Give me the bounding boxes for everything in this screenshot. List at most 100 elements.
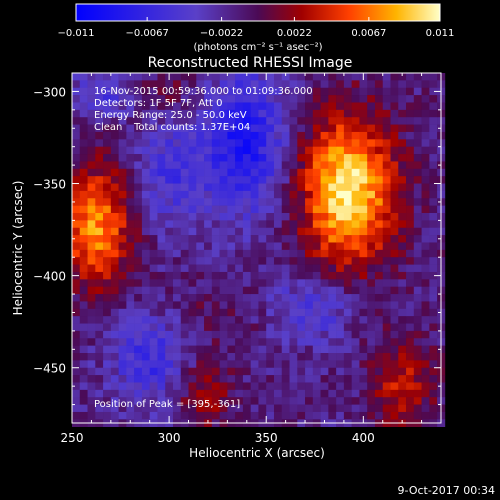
heatmap-cell [320, 183, 329, 192]
heatmap-cell [281, 264, 290, 273]
heatmap-cell [351, 161, 360, 170]
heatmap-cell [110, 73, 119, 81]
heatmap-cell [204, 161, 213, 170]
heatmap-cell [297, 176, 306, 184]
heatmap-cell [281, 323, 290, 332]
heatmap-cell [149, 124, 158, 133]
heatmap-cell [227, 109, 236, 118]
heatmap-cell [180, 338, 189, 346]
heatmap-cell [273, 286, 283, 295]
heatmap-cell [118, 205, 127, 214]
heatmap-cell [180, 345, 189, 354]
heatmap-cell [336, 131, 345, 140]
heatmap-cell [141, 353, 150, 361]
heatmap-cell [305, 168, 314, 177]
colorbar [75, 3, 441, 22]
heatmap-cell [141, 227, 150, 236]
heatmap-cell [87, 375, 96, 383]
heatmap-cell [343, 367, 352, 376]
heatmap-cell [110, 154, 119, 162]
heatmap-cell [273, 323, 283, 332]
heatmap-cell [367, 353, 376, 361]
heatmap-cell [219, 73, 228, 81]
heatmap-cell [242, 271, 251, 280]
heatmap-cell [398, 345, 407, 354]
heatmap-cell [273, 301, 283, 310]
heatmap-cell [421, 161, 430, 170]
heatmap-cell [196, 227, 205, 236]
heatmap-cell [413, 235, 422, 243]
heatmap-cell [103, 154, 112, 162]
heatmap-cell [79, 271, 88, 280]
heatmap-cell [211, 235, 220, 243]
heatmap-cell [312, 411, 321, 420]
heatmap-cell [359, 161, 368, 170]
heatmap-cell [328, 353, 337, 361]
heatmap-cell [219, 316, 228, 324]
heatmap-cell [328, 146, 337, 155]
heatmap-cell [211, 183, 220, 192]
heatmap-cell [118, 308, 127, 317]
heatmap-cell [118, 161, 127, 170]
heatmap-cell [118, 360, 127, 369]
heatmap-cell [382, 227, 391, 236]
heatmap-cell [157, 308, 166, 317]
heatmap-cell [367, 345, 376, 354]
heatmap-cell [103, 176, 112, 184]
heatmap-cell [336, 367, 345, 376]
heatmap-cell [273, 353, 283, 361]
heatmap-cell [297, 131, 306, 140]
heatmap-cell [79, 139, 88, 147]
heatmap-cell [110, 279, 119, 287]
heatmap-cell [320, 353, 329, 361]
heatmap-cell [297, 271, 306, 280]
heatmap-cell [281, 353, 290, 361]
heatmap-cell [72, 397, 81, 405]
heatmap-cell [359, 294, 368, 302]
heatmap-cell [242, 124, 251, 133]
heatmap-cell [413, 345, 422, 354]
heatmap-cell [250, 95, 259, 103]
heatmap-cell [374, 183, 384, 192]
heatmap-cell [95, 316, 104, 324]
heatmap-cell [95, 323, 104, 332]
heatmap-cell [320, 161, 329, 170]
heatmap-cell [157, 257, 166, 265]
heatmap-cell [382, 308, 391, 317]
heatmap-cell [87, 286, 96, 295]
heatmap-cell [219, 161, 228, 170]
heatmap-cell [266, 198, 275, 206]
heatmap-cell [250, 404, 259, 413]
heatmap-cell [367, 301, 376, 310]
heatmap-cell [289, 367, 298, 376]
heatmap-cell [235, 382, 244, 391]
heatmap-cell [141, 294, 150, 302]
heatmap-cell [79, 316, 88, 324]
heatmap-cell [312, 308, 321, 317]
heatmap-cell [266, 102, 275, 111]
heatmap-cell [320, 338, 329, 346]
heatmap-cell [103, 80, 112, 89]
heatmap-cell [273, 213, 283, 221]
heatmap-cell [235, 190, 244, 199]
heatmap-cell [188, 213, 197, 221]
heatmap-cell [149, 131, 158, 140]
heatmap-cell [196, 308, 205, 317]
heatmap-cell [297, 249, 306, 258]
heatmap-cell [374, 213, 384, 221]
heatmap-cell [188, 264, 197, 273]
heatmap-cell [289, 286, 298, 295]
heatmap-cell [421, 198, 430, 206]
heatmap-cell [235, 411, 244, 420]
heatmap-cell [312, 131, 321, 140]
heatmap-cell [79, 235, 88, 243]
heatmap-cell [382, 205, 391, 214]
heatmap-cell [87, 168, 96, 177]
heatmap-cell [149, 294, 158, 302]
heatmap-cell [242, 308, 251, 317]
heatmap-cell [320, 286, 329, 295]
heatmap-cell [95, 190, 104, 199]
heatmap-cell [343, 80, 352, 89]
heatmap-cell [374, 316, 384, 324]
heatmap-cell [110, 117, 119, 125]
